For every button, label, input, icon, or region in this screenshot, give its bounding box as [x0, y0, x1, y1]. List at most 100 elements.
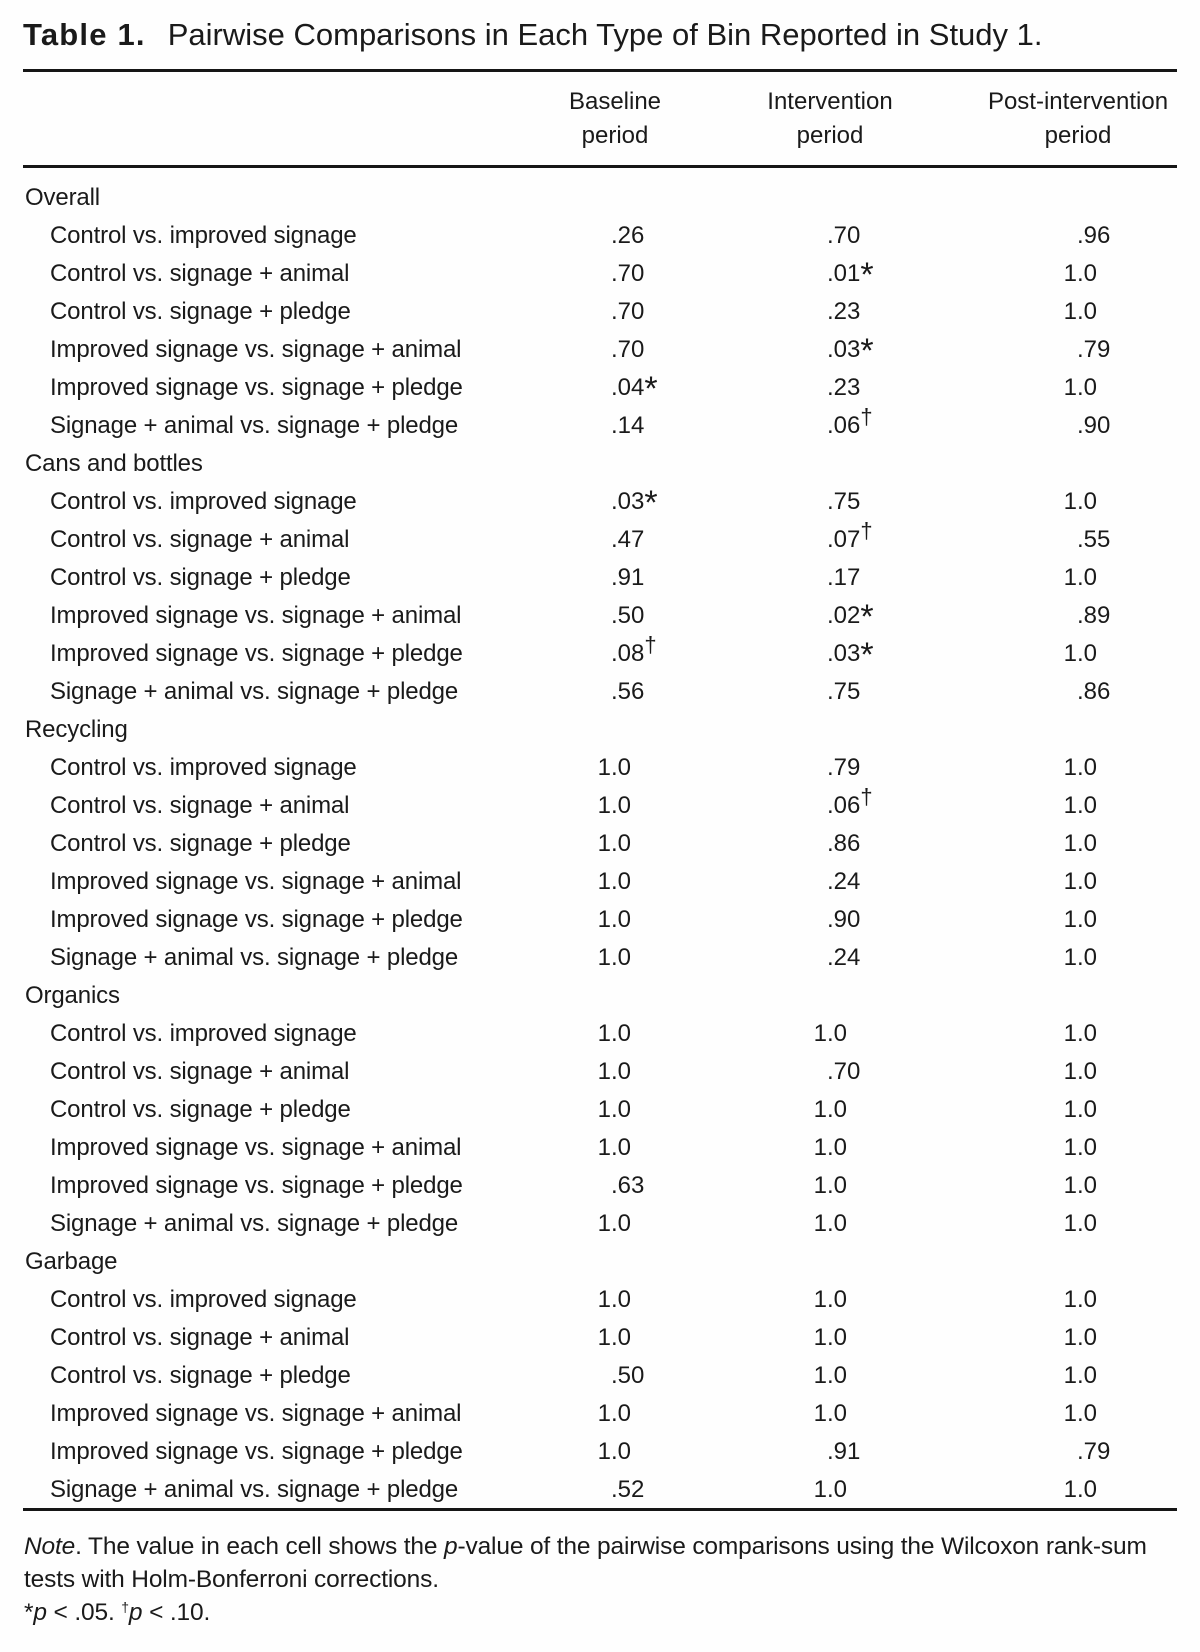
comparison-row: Signage + animal vs. signage + pledge 1.0…	[0, 1205, 1200, 1243]
table-caption: Pairwise Comparisons in Each Type of Bin…	[167, 17, 1043, 53]
comparison-label: Control vs. signage + animal	[50, 1058, 350, 1085]
p-value-cell: 1.0	[597, 1058, 632, 1085]
p-value-cell: .23	[827, 374, 861, 401]
p-value-cell: 1.0	[1063, 564, 1098, 591]
column-header-post-intervention: Post-intervention period	[918, 85, 1200, 153]
comparison-label: Signage + animal vs. signage + pledge	[50, 678, 459, 705]
comparison-label: Control vs. improved signage	[50, 1020, 357, 1047]
p-value-cell: .08†	[611, 631, 657, 667]
comparison-label: Signage + animal vs. signage + pledge	[50, 1476, 459, 1503]
p-value-cell: 1.0	[597, 1134, 632, 1161]
p-value-cell: .70	[611, 260, 645, 287]
p-value-cell: .63	[611, 1172, 645, 1199]
bottom-rule	[23, 1508, 1177, 1511]
comparison-label: Improved signage vs. signage + animal	[50, 602, 462, 629]
comparison-label: Control vs. improved signage	[50, 488, 357, 515]
p-value-cell: .01*	[827, 256, 874, 294]
comparison-row: Control vs. improved signage .03* .75 1.0	[0, 483, 1200, 521]
header-rule	[23, 165, 1177, 169]
note-line3: *p < .05. †p < .10.	[24, 1599, 211, 1626]
section-label: Organics	[25, 982, 120, 1009]
note-line2: tests with Holm-Bonferroni corrections.	[24, 1566, 439, 1593]
section-row: Cans and bottles	[0, 445, 1200, 483]
p-value-cell: .06†	[827, 403, 873, 439]
comparison-row: Control vs. improved signage 1.0 .79 1.0	[0, 749, 1200, 787]
p-value-cell: .86	[1077, 678, 1111, 705]
comparison-row: Control vs. signage + pledge 1.0 1.0 1.0	[0, 1091, 1200, 1129]
column-header-post-intervention-line2: period	[1044, 122, 1112, 149]
p-value-cell: 1.0	[1063, 830, 1098, 857]
comparison-row: Control vs. signage + pledge 1.0 .86 1.0	[0, 825, 1200, 863]
comparison-label: Control vs. improved signage	[50, 754, 357, 781]
p-value-cell: 1.0	[813, 1172, 848, 1199]
column-header-intervention: Intervention period	[670, 85, 990, 153]
comparison-label: Control vs. signage + animal	[50, 526, 350, 553]
section-row: Overall	[0, 179, 1200, 217]
p-value-cell: 1.0	[1063, 640, 1098, 667]
comparison-label: Control vs. improved signage	[50, 1286, 357, 1313]
p-value-cell: 1.0	[813, 1286, 848, 1313]
p-value-cell: 1.0	[597, 944, 632, 971]
p-value-cell: 1.0	[597, 1020, 632, 1047]
p-value-cell: 1.0	[1063, 488, 1098, 515]
p-value-cell: 1.0	[813, 1210, 848, 1237]
p-value-cell: .02*	[827, 598, 874, 636]
p-value-cell: 1.0	[1063, 1096, 1098, 1123]
comparison-label: Control vs. signage + pledge	[50, 564, 351, 591]
p-value-cell: .23	[827, 298, 861, 325]
p-value-cell: 1.0	[597, 1286, 632, 1313]
p-value-cell: .91	[611, 564, 645, 591]
p-value-cell: .14	[611, 412, 645, 439]
p-value-cell: 1.0	[813, 1476, 848, 1503]
comparison-row: Control vs. signage + animal .70 .01* 1.0	[0, 255, 1200, 293]
comparison-row: Control vs. signage + animal .47 .07† .55	[0, 519, 1200, 559]
p-value-cell: 1.0	[1063, 944, 1098, 971]
dagger-marker: †	[644, 631, 657, 657]
p-value-cell: .47	[611, 526, 645, 553]
section-label: Overall	[25, 184, 100, 211]
comparison-row: Improved signage vs. signage + pledge 1.0…	[0, 1433, 1200, 1471]
p-value-cell: 1.0	[597, 868, 632, 895]
section-row: Garbage	[0, 1243, 1200, 1281]
asterisk-marker: *	[860, 636, 874, 674]
comparison-label: Control vs. signage + pledge	[50, 298, 351, 325]
section-label: Cans and bottles	[25, 450, 203, 477]
p-value-cell: 1.0	[1063, 1058, 1098, 1085]
comparison-label: Improved signage vs. signage + pledge	[50, 1438, 463, 1465]
comparison-row: Improved signage vs. signage + animal .50…	[0, 597, 1200, 635]
asterisk-marker: *	[644, 484, 658, 522]
p-value-cell: 1.0	[1063, 792, 1098, 819]
comparison-row: Control vs. signage + pledge .50 1.0 1.0	[0, 1357, 1200, 1395]
note-line1: Note. The value in each cell shows the p…	[24, 1533, 1147, 1560]
comparison-label: Control vs. signage + animal	[50, 792, 350, 819]
p-value-cell: 1.0	[1063, 260, 1098, 287]
p-value-cell: .03*	[827, 332, 874, 370]
p-value-cell: 1.0	[597, 1210, 632, 1237]
table-title: Table 1. Pairwise Comparisons in Each Typ…	[23, 18, 1043, 52]
p-value-cell: .91	[827, 1438, 861, 1465]
dagger-marker: †	[860, 403, 873, 429]
p-value-cell: .75	[827, 488, 861, 515]
comparison-row: Improved signage vs. signage + animal 1.0…	[0, 1395, 1200, 1433]
comparison-label: Improved signage vs. signage + pledge	[50, 1172, 463, 1199]
section-row: Recycling	[0, 711, 1200, 749]
p-value-cell: 1.0	[1063, 906, 1098, 933]
comparison-row: Signage + animal vs. signage + pledge .52…	[0, 1471, 1200, 1509]
p-value-cell: 1.0	[1063, 1362, 1098, 1389]
p-value-cell: .86	[827, 830, 861, 857]
p-value-cell: 1.0	[813, 1020, 848, 1047]
p-value-cell: 1.0	[597, 906, 632, 933]
p-value-cell: 1.0	[813, 1096, 848, 1123]
p-value-cell: 1.0	[597, 1096, 632, 1123]
comparison-row: Control vs. signage + animal 1.0 .06† 1.0	[0, 783, 1200, 825]
p-value-cell: .06†	[827, 783, 873, 819]
p-value-cell: 1.0	[1063, 1172, 1098, 1199]
section-label: Garbage	[25, 1248, 118, 1275]
section-label: Recycling	[25, 716, 128, 743]
comparison-label: Improved signage vs. signage + animal	[50, 1134, 462, 1161]
p-value-cell: .56	[611, 678, 645, 705]
p-value-cell: .70	[827, 222, 861, 249]
p-value-cell: .79	[1077, 336, 1111, 363]
p-value-cell: .55	[1077, 526, 1111, 553]
p-value-cell: 1.0	[1063, 298, 1098, 325]
